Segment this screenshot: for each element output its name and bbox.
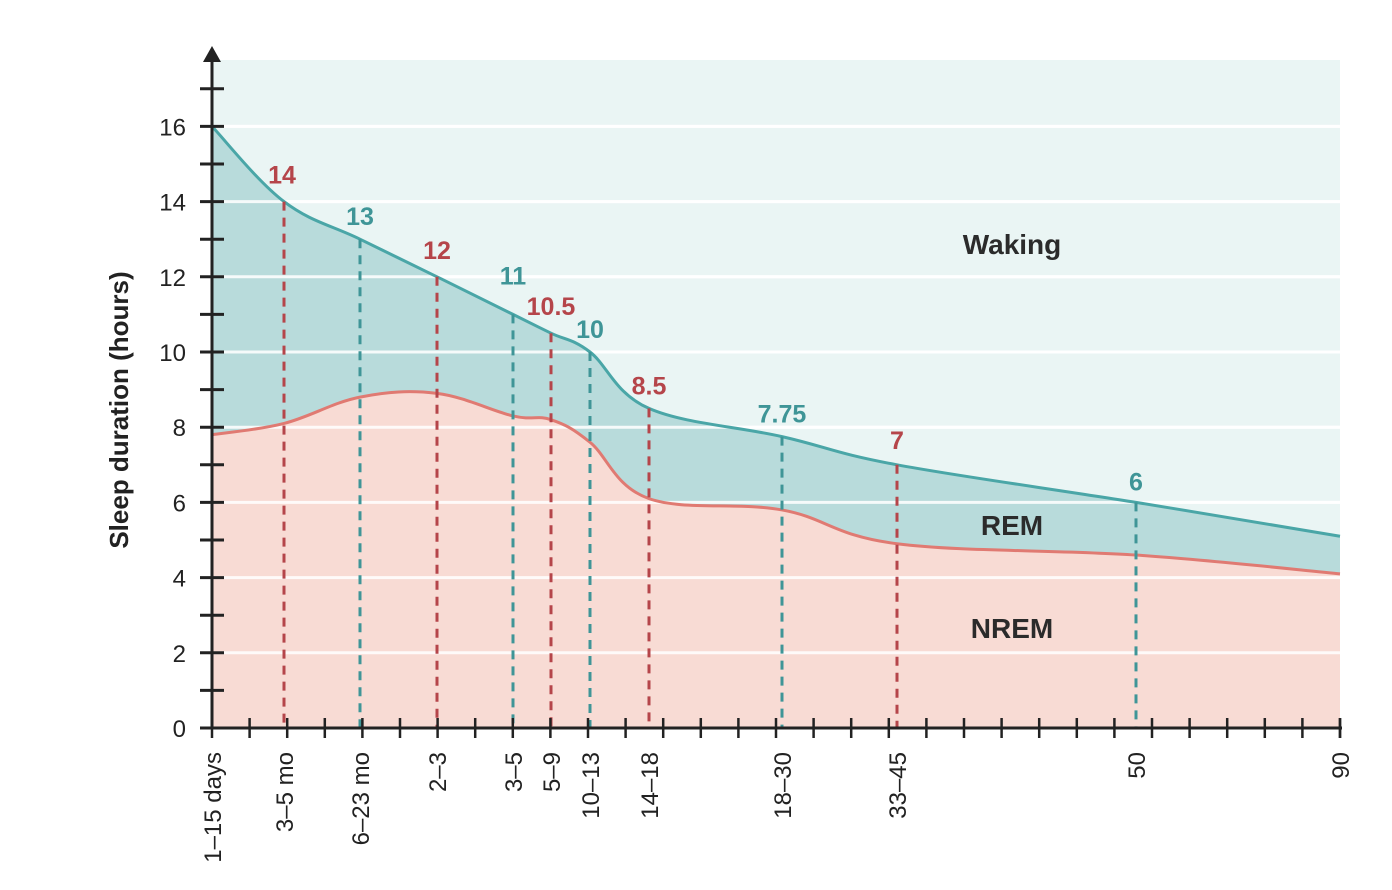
- y-axis-label: Sleep duration (hours): [104, 271, 134, 548]
- y-tick-label: 14: [159, 190, 186, 217]
- annotation-label: 12: [423, 237, 451, 265]
- x-tick-label: 33–45: [885, 752, 912, 819]
- nrem-area: [212, 391, 1340, 728]
- region-labels: Waking REM NREM: [963, 229, 1062, 644]
- total-sleep-line: [210, 125, 1341, 538]
- annotation-label: 7.75: [758, 401, 807, 429]
- annotation-label: 11: [500, 262, 527, 290]
- x-tick-label: 3–5 mo: [272, 752, 299, 832]
- annotation-label: 13: [346, 203, 374, 231]
- x-tick-label: 6–23 mo: [348, 752, 375, 845]
- x-tick-label: 10–13: [578, 752, 605, 819]
- x-tick-label: 50: [1124, 752, 1151, 779]
- x-tick-labels: 1–15 days 3–5 mo 6–23 mo 2–3 3–5 5–9 10–13 14–1…: [200, 752, 1355, 863]
- y-tick-label: 4: [173, 566, 186, 593]
- x-tick-label: 5–9: [539, 752, 566, 792]
- y-tick-label: 6: [173, 490, 186, 517]
- annotation-label: 10: [576, 316, 604, 344]
- y-tick-label: 0: [173, 716, 186, 743]
- y-tick-labels: 0 2 4 6 8 10 12 14 16: [159, 114, 186, 743]
- x-tick-label: 3–5: [501, 752, 528, 792]
- region-label-nrem: NREM: [971, 613, 1053, 644]
- y-tick-label: 10: [159, 340, 186, 367]
- nrem-line: [211, 390, 1341, 576]
- x-tick-label: 90: [1328, 752, 1355, 779]
- y-tick-label: 8: [173, 415, 186, 442]
- x-tick-label: 14–18: [637, 752, 664, 819]
- y-tick-label: 16: [159, 114, 186, 141]
- y-axis-arrow: [203, 46, 221, 62]
- annotation-label: 6: [1129, 468, 1143, 496]
- region-label-rem: REM: [981, 510, 1043, 541]
- annotation-dashed-lines: [282, 201, 1138, 728]
- annotation-label: 14: [268, 162, 296, 190]
- x-tick-label: 2–3: [425, 752, 452, 792]
- axes: [200, 46, 1342, 738]
- x-tick-label: 18–30: [770, 752, 797, 819]
- x-tick-label: 1–15 days: [200, 752, 227, 863]
- annotation-label: 7: [890, 427, 904, 455]
- y-tick-label: 2: [173, 641, 186, 668]
- area-layer: [210, 124, 1341, 728]
- annotation-label: 10.5: [527, 293, 576, 321]
- region-label-waking: Waking: [963, 229, 1062, 260]
- annotation-label: 8.5: [632, 372, 667, 400]
- y-tick-label: 12: [159, 265, 186, 292]
